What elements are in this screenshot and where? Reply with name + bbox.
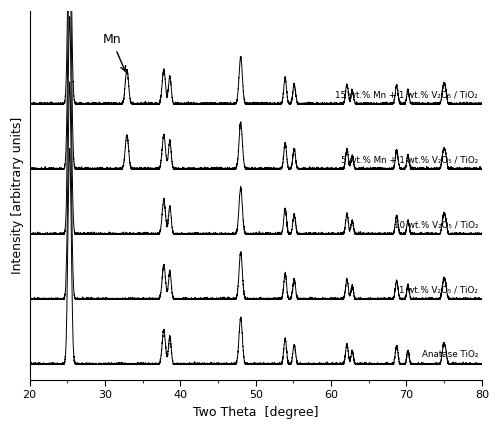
X-axis label: Two Theta  [degree]: Two Theta [degree] <box>193 406 318 419</box>
Text: Mn: Mn <box>102 34 126 71</box>
Text: 5 wt.% Mn + 1 wt.% V₂O₅ / TiO₂: 5 wt.% Mn + 1 wt.% V₂O₅ / TiO₂ <box>341 155 478 164</box>
Text: 10 wt.% V₂O₅ / TiO₂: 10 wt.% V₂O₅ / TiO₂ <box>394 220 478 229</box>
Text: Anatase TiO₂: Anatase TiO₂ <box>422 350 478 359</box>
Text: 1 wt.% V₂O₅ / TiO₂: 1 wt.% V₂O₅ / TiO₂ <box>399 286 478 295</box>
Text: 15 wt.% Mn + 1 wt.% V₂O₅ / TiO₂: 15 wt.% Mn + 1 wt.% V₂O₅ / TiO₂ <box>336 90 478 99</box>
Y-axis label: Intensity [arbitrary units]: Intensity [arbitrary units] <box>11 117 24 274</box>
